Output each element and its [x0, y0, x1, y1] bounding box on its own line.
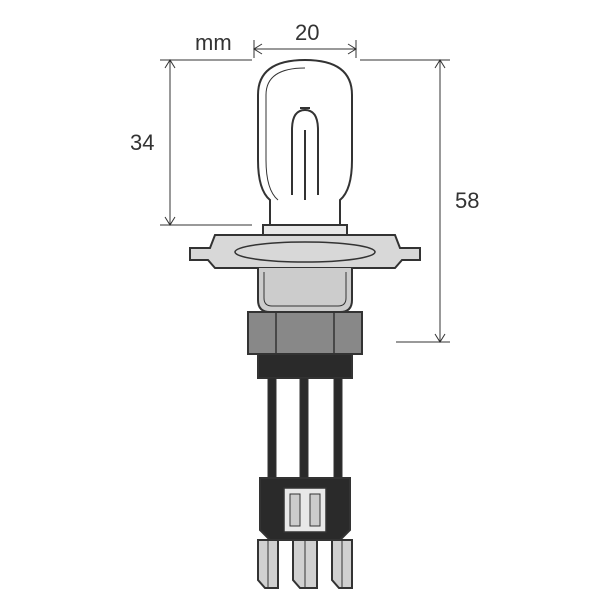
width-label: 20 — [295, 20, 319, 45]
base-hex — [248, 312, 362, 378]
bulb-diagram-svg: 20 mm 34 58 — [0, 0, 610, 610]
lead-wires — [268, 378, 342, 488]
units-label: mm — [195, 30, 232, 55]
collar-assembly — [190, 225, 420, 312]
dimension-total-height — [360, 60, 450, 342]
filament-assembly — [292, 108, 318, 200]
bulb-height-label: 34 — [130, 130, 154, 155]
technical-diagram: 20 mm 34 58 — [0, 0, 610, 610]
connector-block — [260, 478, 350, 540]
dimension-bulb-height — [160, 60, 252, 225]
terminal-blades — [258, 540, 352, 588]
total-height-label: 58 — [455, 188, 479, 213]
